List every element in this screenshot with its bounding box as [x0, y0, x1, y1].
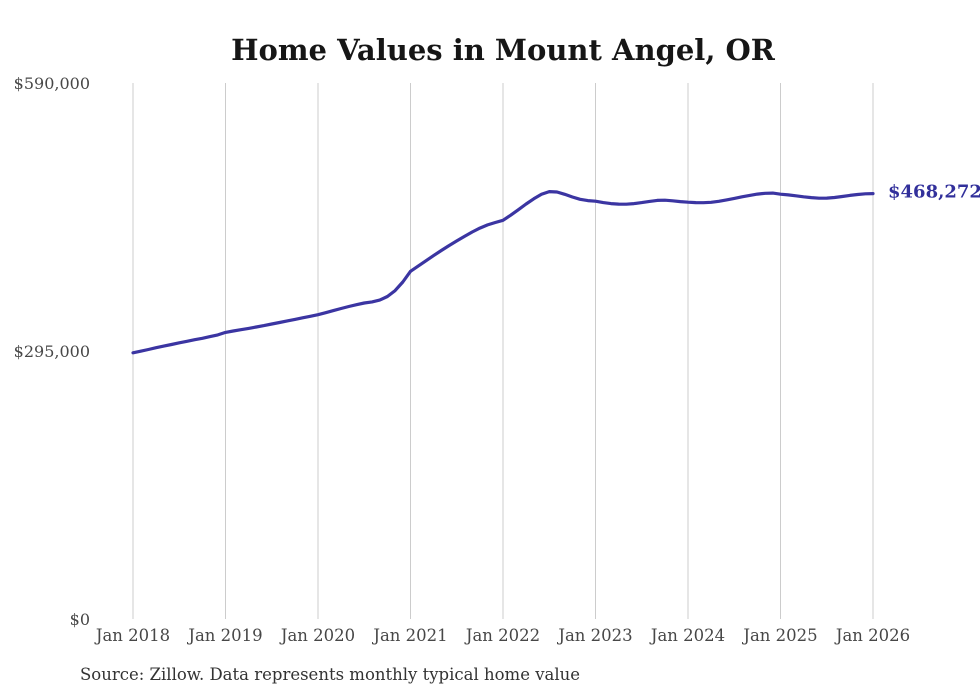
- x-tick-label: Jan 2023: [556, 626, 632, 645]
- y-tick-label: $590,000: [14, 74, 90, 93]
- y-axis-tick-labels: $0 $295,000 $590,000: [14, 74, 90, 629]
- x-axis-tick-labels: Jan 2018 Jan 2019 Jan 2020 Jan 2021 Jan 2022…: [94, 626, 910, 645]
- x-tick-label: Jan 2019: [186, 626, 262, 645]
- x-tick-label: Jan 2018: [94, 626, 170, 645]
- x-tick-label: Jan 2026: [834, 626, 910, 645]
- home-value-trend-line: [131, 190, 875, 355]
- vertical-gridlines: [132, 83, 874, 619]
- x-tick-label: Jan 2021: [371, 626, 447, 645]
- latest-value-label: $468,272: [888, 182, 980, 203]
- y-tick-label: $0: [70, 610, 90, 629]
- source-note: Source: Zillow. Data represents monthly …: [80, 665, 580, 684]
- x-tick-label: Jan 2024: [649, 626, 725, 645]
- y-tick-label: $295,000: [14, 342, 90, 361]
- chart-title: Home Values in Mount Angel, OR: [231, 33, 776, 67]
- x-tick-label: Jan 2022: [464, 626, 540, 645]
- x-tick-label: Jan 2020: [279, 626, 355, 645]
- x-tick-label: Jan 2025: [741, 626, 817, 645]
